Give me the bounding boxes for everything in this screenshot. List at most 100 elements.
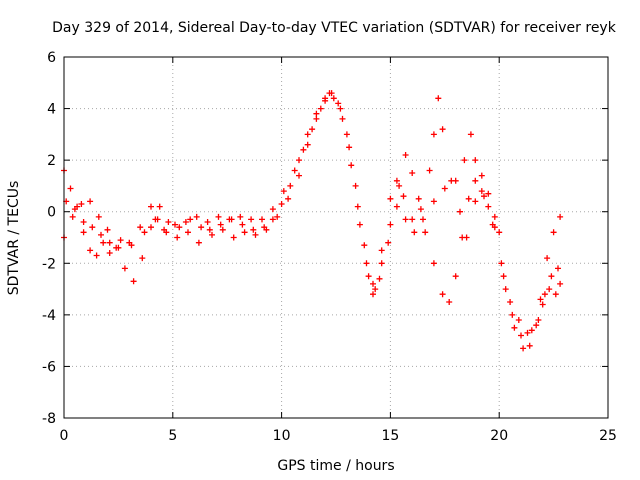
data-point [339, 115, 346, 122]
y-tick-label: -2 [42, 256, 56, 272]
data-point [472, 198, 479, 205]
x-axis-label: GPS time / hours [277, 458, 394, 474]
data-point [230, 234, 237, 241]
data-point [326, 90, 333, 97]
data-point [541, 291, 548, 298]
data-point [539, 301, 546, 308]
data-point [485, 203, 492, 210]
data-point [535, 317, 542, 323]
data-point [98, 231, 104, 238]
data-point [378, 260, 385, 267]
data-point [172, 221, 178, 228]
x-tick-label: 20 [490, 428, 508, 444]
data-point [195, 239, 202, 246]
data-point [117, 237, 124, 244]
data-point [411, 229, 418, 236]
data-point [402, 152, 409, 158]
y-tick-label: 2 [47, 153, 56, 169]
data-point [550, 229, 557, 236]
data-point [548, 273, 555, 280]
data-point [248, 216, 255, 223]
data-point [393, 203, 400, 210]
data-point [526, 342, 533, 349]
data-point [509, 311, 516, 318]
y-tick-label: -8 [42, 411, 56, 427]
data-point [491, 213, 498, 220]
data-point [452, 177, 459, 184]
data-point [165, 219, 172, 225]
data-point [104, 226, 111, 233]
data-point [285, 195, 292, 202]
data-point [287, 182, 294, 189]
data-point [426, 167, 433, 174]
data-point [409, 216, 416, 223]
y-tick-label: 0 [47, 205, 56, 221]
data-point [148, 224, 154, 231]
data-point [557, 213, 564, 220]
data-point [78, 201, 85, 207]
x-tick-label: 10 [273, 428, 291, 444]
data-point [69, 213, 76, 220]
data-point [304, 131, 311, 138]
plot-frame [63, 56, 609, 419]
data-point [71, 206, 78, 213]
x-tick-label: 15 [381, 428, 399, 444]
data-point [439, 126, 446, 133]
data-point [378, 247, 385, 254]
data-point [409, 170, 416, 176]
data-point [274, 213, 281, 220]
data-point [461, 157, 468, 164]
data-point [348, 162, 355, 169]
data-point [363, 260, 370, 267]
data-point [185, 229, 191, 236]
series-track-c [63, 90, 564, 336]
data-point [481, 193, 487, 200]
data-point [520, 345, 527, 352]
data-point [263, 226, 270, 233]
data-point [365, 273, 372, 280]
data-point [182, 219, 189, 225]
data-point [139, 255, 146, 262]
data-point [415, 195, 422, 202]
data-point [113, 244, 120, 251]
data-point [528, 327, 535, 334]
data-point [465, 195, 472, 202]
data-point [322, 95, 329, 102]
data-point [156, 203, 163, 210]
data-point [239, 221, 246, 228]
data-point [439, 291, 446, 298]
data-point [376, 275, 383, 282]
data-point [296, 172, 302, 179]
series-track-a [61, 95, 561, 349]
data-point [478, 172, 485, 179]
chart-title: Day 329 of 2014, Sidereal Day-to-day VTE… [52, 20, 617, 36]
data-point [457, 208, 463, 215]
data-point [537, 296, 544, 303]
data-point [95, 213, 102, 220]
data-point [361, 242, 368, 249]
data-point [478, 188, 485, 195]
data-point [430, 260, 437, 267]
data-point [417, 206, 424, 213]
data-point [291, 167, 298, 174]
data-point [511, 324, 518, 331]
data-point [420, 216, 426, 223]
x-tick-label: 0 [60, 428, 69, 444]
data-point [304, 141, 311, 148]
data-point [352, 182, 359, 189]
data-point [467, 131, 474, 138]
data-point [278, 201, 285, 207]
data-point [518, 332, 524, 339]
data-point [370, 280, 376, 287]
data-point [67, 185, 74, 192]
series-track-b [61, 90, 564, 352]
data-point [393, 177, 400, 184]
data-point [309, 126, 316, 133]
data-point [252, 231, 259, 238]
data-point [330, 95, 337, 102]
data-point [137, 224, 144, 231]
data-point [152, 216, 159, 223]
data-point [259, 216, 265, 223]
